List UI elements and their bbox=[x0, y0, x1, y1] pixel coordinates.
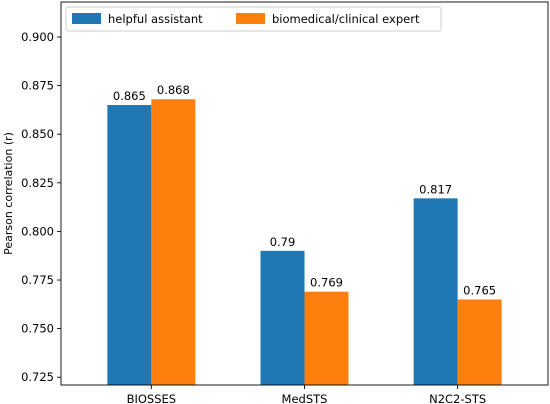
legend-label-helpful-assistant: helpful assistant bbox=[108, 12, 203, 26]
data-labels-layer: 0.865 0.868 0.79 0.769 0.817 0.765 bbox=[113, 83, 496, 297]
y-axis: 0.725 0.750 0.775 0.800 0.825 0.850 0.875 0.900 bbox=[21, 30, 61, 384]
y-tick-label: 0.825 bbox=[21, 176, 54, 190]
y-tick-label: 0.875 bbox=[21, 79, 54, 93]
y-tick-label: 0.850 bbox=[21, 127, 54, 141]
data-label-biosses-series-2: 0.868 bbox=[157, 83, 190, 97]
y-tick-label: 0.725 bbox=[21, 370, 54, 384]
bar-medsts-series-1 bbox=[260, 250, 305, 385]
data-label-n2c2-sts-series-1: 0.817 bbox=[419, 182, 452, 196]
bar-biosses-series-2 bbox=[151, 99, 196, 386]
y-tick-label: 0.800 bbox=[21, 224, 54, 238]
data-label-medsts-series-1: 0.79 bbox=[270, 235, 296, 249]
legend-swatch-biomedical-clinical-expert bbox=[236, 13, 265, 24]
legend-label-biomedical-clinical-expert: biomedical/clinical expert bbox=[272, 12, 420, 26]
y-tick-label: 0.750 bbox=[21, 322, 54, 336]
data-label-biosses-series-1: 0.865 bbox=[113, 89, 146, 103]
bar-n2c2-sts-series-2 bbox=[457, 299, 502, 385]
y-tick-label: 0.900 bbox=[21, 30, 54, 44]
y-tick-label: 0.775 bbox=[21, 273, 54, 287]
bar-medsts-series-2 bbox=[304, 291, 349, 385]
data-label-medsts-series-2: 0.769 bbox=[310, 276, 343, 290]
x-axis: BIOSSES MedSTS N2C2-STS bbox=[127, 385, 486, 404]
x-tick-label-biosses: BIOSSES bbox=[127, 392, 177, 404]
data-label-n2c2-sts-series-2: 0.765 bbox=[463, 283, 496, 297]
bar-n2c2-sts-series-1 bbox=[413, 198, 458, 385]
y-axis-label: Pearson correlation (r) bbox=[2, 132, 15, 255]
x-tick-label-medsts: MedSTS bbox=[282, 392, 328, 404]
legend-swatch-helpful-assistant bbox=[72, 13, 101, 24]
legend: helpful assistant biomedical/clinical ex… bbox=[65, 6, 442, 32]
bars-layer bbox=[107, 99, 502, 386]
x-tick-label-n2c2-sts: N2C2-STS bbox=[429, 392, 486, 404]
bar-biosses-series-1 bbox=[107, 105, 152, 385]
